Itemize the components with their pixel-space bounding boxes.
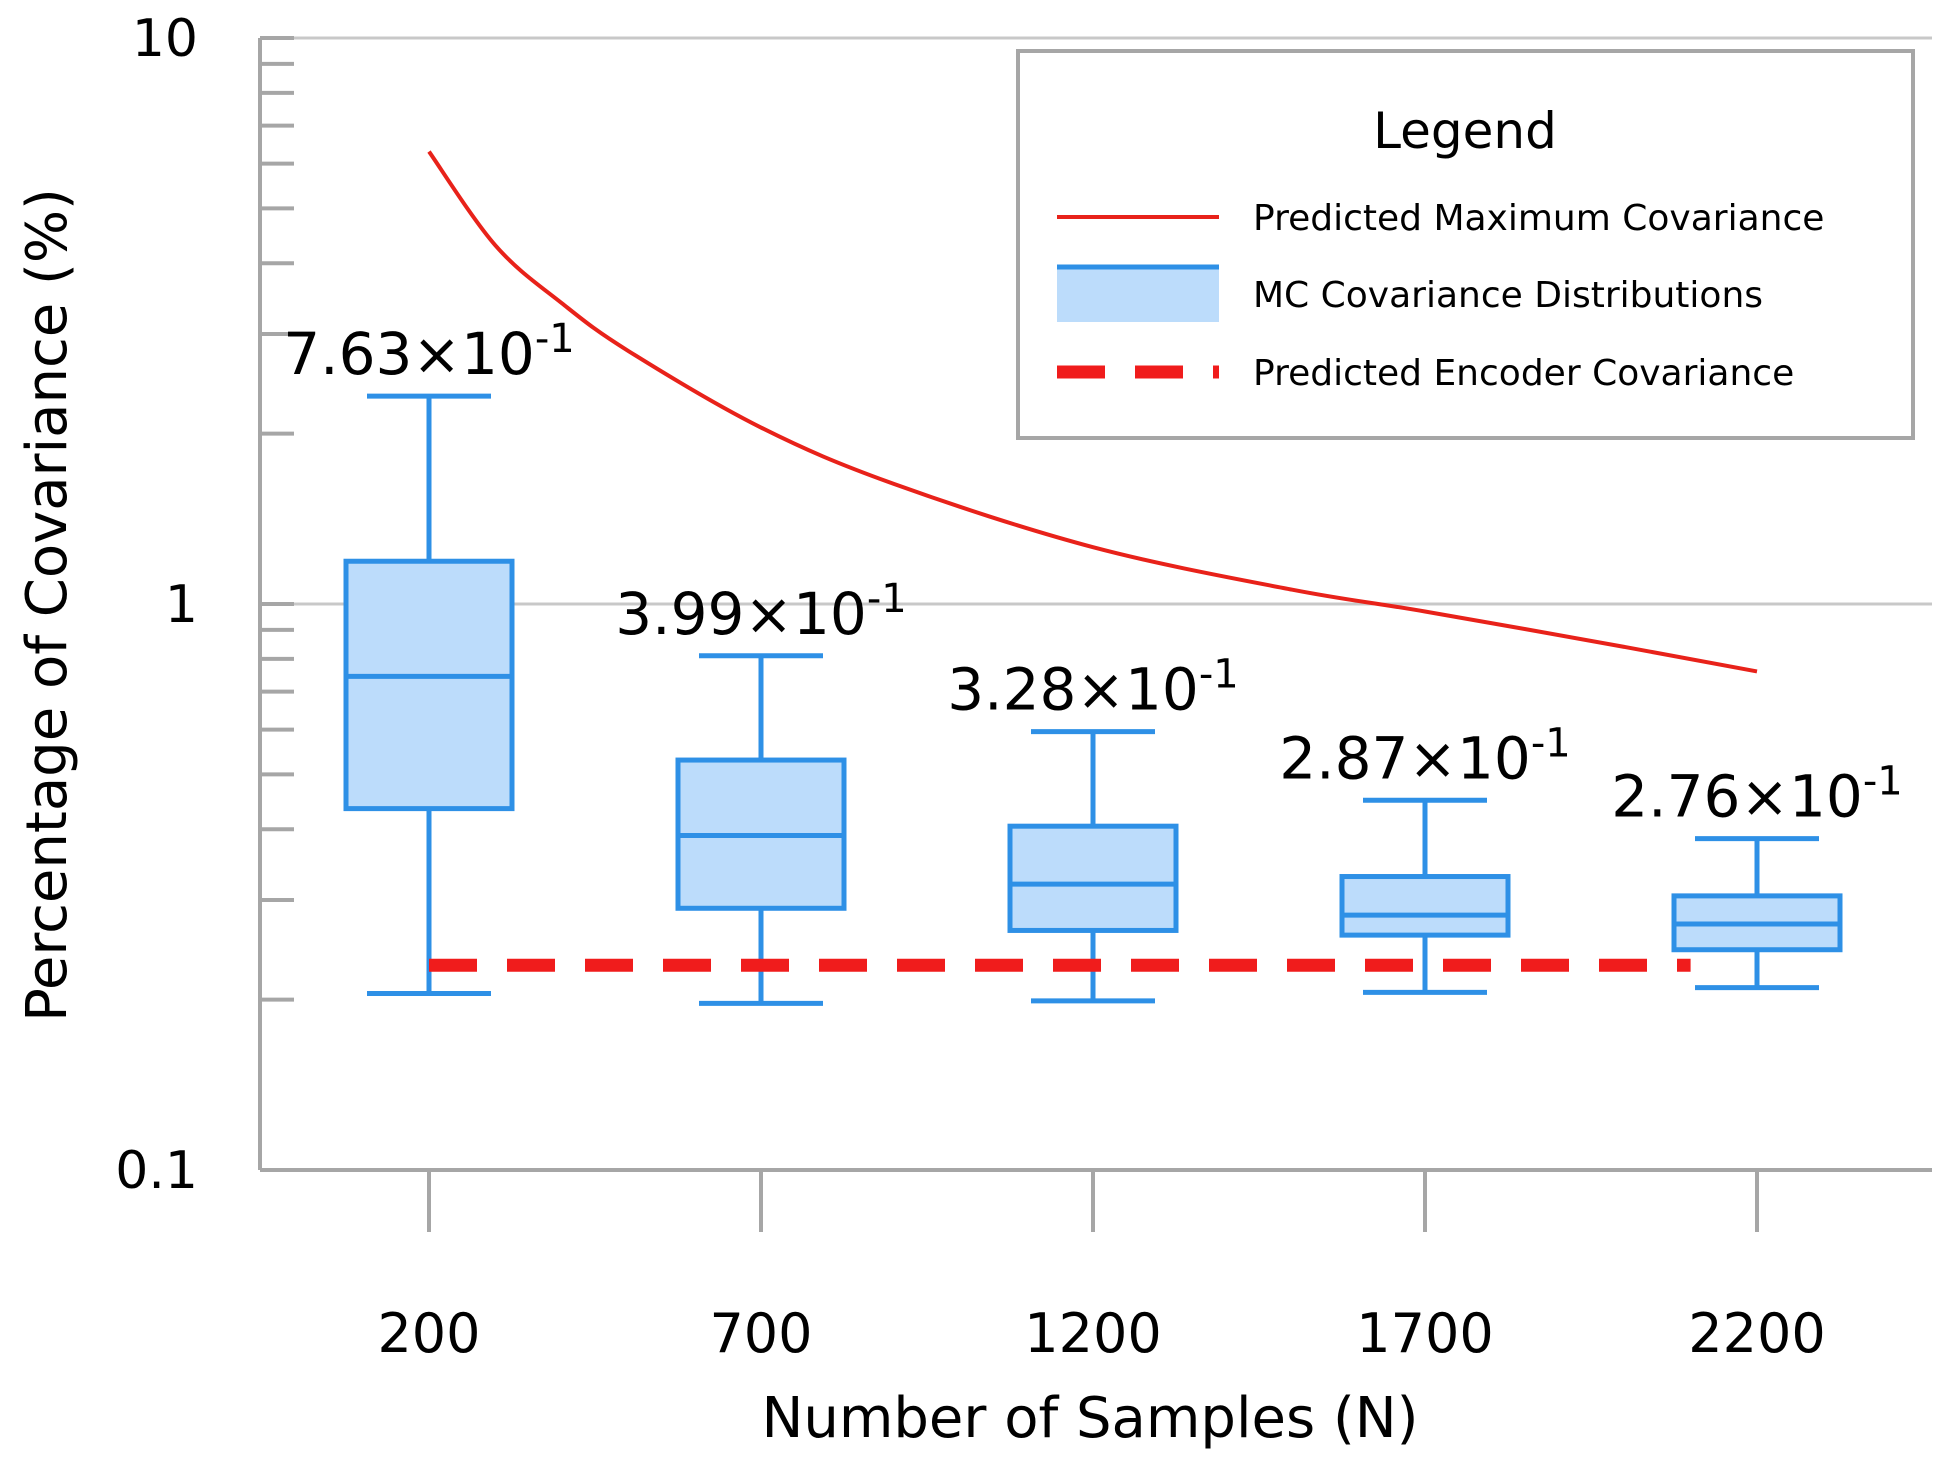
- annotation-base: 2.87×10: [1279, 724, 1531, 792]
- box-plot-2200: [1671, 836, 1843, 991]
- box-iqr: [1007, 823, 1179, 933]
- y-tick-label: 1: [165, 575, 198, 635]
- legend-label-max: Predicted Maximum Covariance: [1253, 198, 1824, 239]
- x-tick-label: 200: [377, 1302, 480, 1365]
- annotation-base: 7.63×10: [283, 320, 535, 388]
- box-max-annotation: 2.87×10-1: [1279, 720, 1570, 792]
- box-plot-1200: [1007, 729, 1179, 1004]
- legend-label-box: MC Covariance Distributions: [1253, 275, 1763, 316]
- predicted-max-curve: [427, 150, 1758, 674]
- box-max-annotation: 3.28×10-1: [947, 652, 1238, 724]
- legend-title: Legend: [1373, 102, 1557, 160]
- x-tick-label: 2200: [1688, 1302, 1825, 1365]
- annotation-exponent: -1: [867, 576, 907, 622]
- annotation-base: 3.28×10: [947, 656, 1199, 724]
- annotation-exponent: -1: [1531, 720, 1571, 766]
- box-iqr: [343, 558, 515, 812]
- legend: Legend Predicted Maximum Covariance MC C…: [1016, 49, 1915, 440]
- box-iqr: [1339, 874, 1511, 938]
- x-axis-label: Number of Samples (N): [761, 1386, 1418, 1451]
- annotation-exponent: -1: [1199, 652, 1239, 698]
- annotation-exponent: -1: [535, 316, 575, 362]
- annotation-exponent: -1: [1863, 759, 1903, 805]
- y-tick-label: 0.1: [115, 1141, 198, 1201]
- annotation-base: 2.76×10: [1611, 763, 1863, 831]
- x-tick-label: 700: [709, 1302, 812, 1365]
- legend-label-encoder: Predicted Encoder Covariance: [1253, 353, 1794, 394]
- box-max-annotation: 7.63×10-1: [283, 316, 574, 388]
- annotation-base: 3.99×10: [615, 580, 867, 648]
- series: [343, 150, 1843, 1006]
- box-max-annotation: 3.99×10-1: [615, 576, 906, 648]
- box-plot-700: [675, 653, 847, 1006]
- legend-swatch-box: [1057, 267, 1219, 322]
- gridlines: [260, 36, 1932, 606]
- y-axis-label: Percentage of Covariance (%): [15, 188, 80, 1022]
- y-tick-label: 10: [132, 9, 198, 69]
- x-tick-label: 1200: [1024, 1302, 1161, 1365]
- box-plot-200: [343, 393, 515, 997]
- axes: [258, 36, 1932, 1232]
- x-tick-label: 1700: [1356, 1302, 1493, 1365]
- box-plot-1700: [1339, 797, 1511, 995]
- box-max-annotation: 2.76×10-1: [1611, 759, 1902, 831]
